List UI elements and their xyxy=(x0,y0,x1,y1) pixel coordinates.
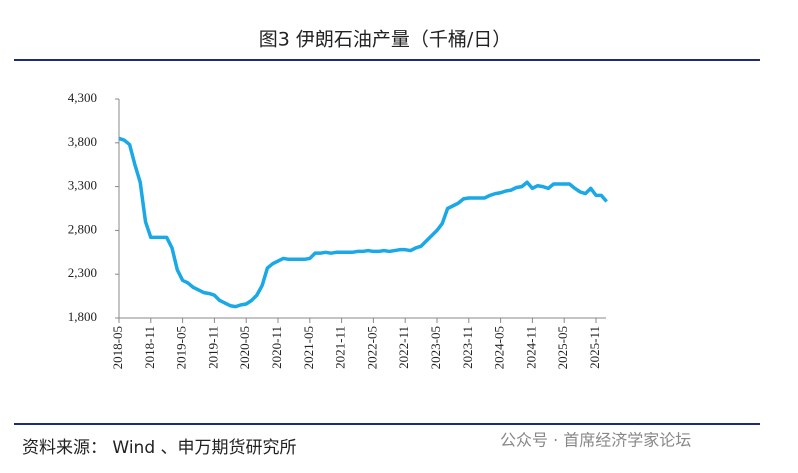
watermark: 公众号 · 首席经济学家论坛 xyxy=(500,431,691,450)
data-line xyxy=(118,136,608,309)
y-tick-label: 1,800 xyxy=(68,309,97,324)
x-tick-label: 2023-11 xyxy=(460,326,475,369)
y-tick-label: 4,300 xyxy=(68,90,97,105)
x-tick-label: 2018-11 xyxy=(142,326,157,369)
x-tick-label: 2025-11 xyxy=(587,326,602,369)
x-tick-label: 2025-05 xyxy=(555,326,570,369)
x-tick-label: 2021-11 xyxy=(333,326,348,369)
x-tick-label: 2023-05 xyxy=(428,326,443,369)
y-tick-label: 2,300 xyxy=(68,265,97,280)
x-tick-label: 2019-05 xyxy=(174,326,189,369)
x-tick-label: 2022-11 xyxy=(396,326,411,369)
source-note: 资料来源： Wind 、申万期货研究所 xyxy=(22,438,297,458)
x-tick-label: 2022-05 xyxy=(364,326,379,369)
y-tick-label: 3,800 xyxy=(68,134,97,149)
x-tick-label: 2021-05 xyxy=(301,326,316,369)
x-tick-label: 2024-11 xyxy=(523,326,538,369)
x-tick-label: 2024-05 xyxy=(492,326,507,369)
chart-title: 图3 伊朗石油产量（千桶/日） xyxy=(259,29,512,51)
x-tick-label: 2020-11 xyxy=(269,326,284,369)
y-tick-label: 2,800 xyxy=(68,221,97,236)
y-tick-label: 3,300 xyxy=(68,178,97,193)
x-tick-label: 2019-11 xyxy=(205,326,220,369)
x-tick-label: 2020-05 xyxy=(237,326,252,369)
x-tick-label: 2018-05 xyxy=(110,326,125,369)
